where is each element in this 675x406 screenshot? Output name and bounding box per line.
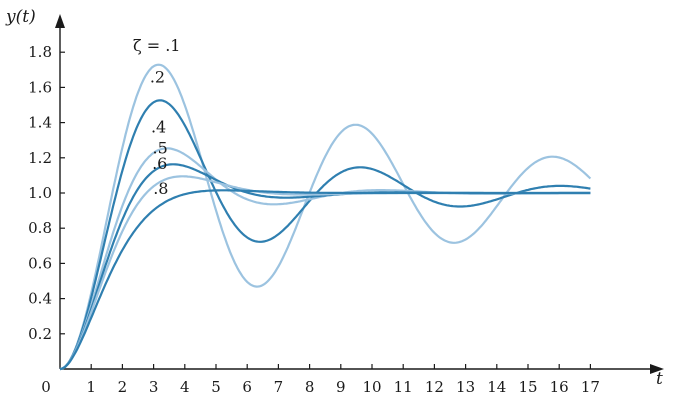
ticks: 0 1 2 3 4 5 6 7 8 9 10 11 12 13 14 15 16 170.20.40.60.81.…	[28, 43, 600, 396]
curve-zeta-6	[59, 175, 591, 371]
x-tick-label: 1	[86, 378, 96, 396]
x-tick-label: 11	[394, 378, 413, 396]
axes: t y(t)	[5, 7, 664, 389]
curve-zeta-4	[59, 147, 591, 371]
x-tick-label: 2	[118, 378, 128, 396]
y-tick-label: 0.6	[28, 254, 52, 272]
curve-label-zeta-5: .5	[153, 139, 168, 158]
x-tick-label: 5	[211, 378, 221, 396]
x-tick-label: 14	[487, 378, 506, 396]
curve-zeta-1	[59, 63, 592, 371]
curve-label-zeta-2: .2	[150, 67, 165, 86]
x-axis-arrowhead	[650, 364, 664, 374]
series-labels: ζ = .1 .2 .4 .5.6 .8	[133, 36, 181, 198]
y-axis-arrowhead	[55, 14, 65, 28]
x-tick-label: 13	[456, 378, 475, 396]
y-tick-label: 0.2	[28, 325, 52, 343]
x-tick-label: 4	[180, 378, 190, 396]
curve-label-zeta-6: .6	[152, 154, 167, 173]
x-tick-label: 8	[305, 378, 315, 396]
x-tick-label: 15	[518, 378, 537, 396]
x-tick-label: 17	[581, 378, 600, 396]
x-tick-label: 3	[149, 378, 159, 396]
curve-label-zeta-1: ζ = .1	[133, 36, 181, 55]
y-tick-label: 1.2	[28, 149, 52, 167]
y-tick-label: 1.0	[28, 184, 52, 202]
x-tick-label: 10	[362, 378, 381, 396]
y-tick-label: 1.8	[28, 43, 52, 61]
y-tick-label: 0.8	[28, 219, 52, 237]
curve-zeta-2	[59, 99, 591, 371]
curve-zeta-8	[59, 189, 591, 371]
x-tick-label: 9	[336, 378, 346, 396]
curve-label-zeta-4: .4	[151, 118, 166, 137]
x-tick-label: 0	[41, 378, 51, 396]
y-tick-label: 0.4	[28, 290, 52, 308]
x-tick-label: 16	[550, 378, 569, 396]
x-tick-label: 12	[425, 378, 444, 396]
y-tick-label: 1.6	[28, 78, 52, 96]
y-axis-label: y(t)	[5, 7, 36, 27]
x-axis-label: t	[656, 369, 663, 389]
series-curves	[59, 63, 592, 371]
y-tick-label: 1.4	[28, 114, 52, 132]
curve-label-zeta-8: .8	[153, 179, 168, 198]
x-tick-label: 7	[274, 378, 284, 396]
x-tick-label: 6	[242, 378, 252, 396]
